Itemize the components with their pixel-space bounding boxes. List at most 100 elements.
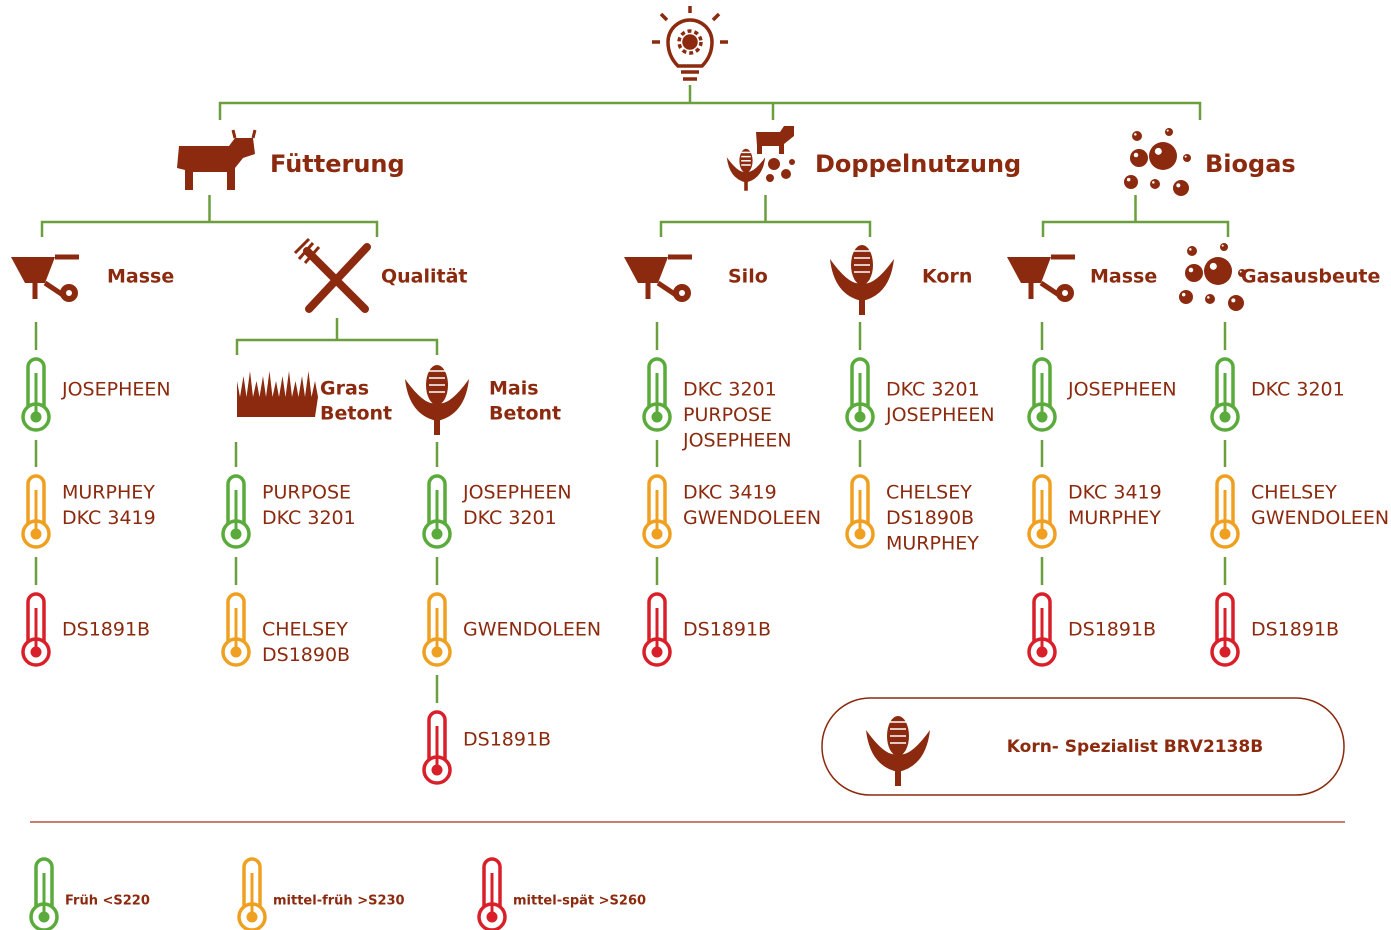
icon <box>1124 128 1191 196</box>
shape <box>1007 257 1051 283</box>
shape <box>1165 128 1173 136</box>
mercury <box>652 647 663 658</box>
icon <box>1007 257 1075 302</box>
shape <box>1176 183 1180 187</box>
mercury <box>31 412 42 423</box>
thermometer <box>223 476 249 547</box>
shape <box>1231 298 1235 302</box>
entry: JOSEPHEEN <box>1067 379 1177 401</box>
entry: DKC 3201 <box>683 379 777 401</box>
shape <box>766 174 774 182</box>
shape <box>1182 293 1186 297</box>
mercury <box>1220 412 1231 423</box>
shape <box>781 169 791 179</box>
diagram: Korn- Spezialist BRV2138B Fütterung Masse… <box>0 0 1391 930</box>
shape <box>1183 154 1191 162</box>
shape <box>1132 131 1142 141</box>
shape <box>1220 243 1228 251</box>
mercury <box>247 912 258 923</box>
thermometer <box>424 594 450 665</box>
sub-label: Betont <box>320 403 392 425</box>
shape <box>679 290 685 296</box>
entry: DS1891B <box>683 619 771 641</box>
shape <box>233 130 255 138</box>
shape <box>307 247 367 309</box>
entry: CHELSEY <box>886 482 972 504</box>
shape <box>177 138 255 190</box>
mercury <box>231 529 242 540</box>
sub-label: Masse <box>107 266 174 288</box>
entry: CHELSEY <box>262 619 348 641</box>
connector <box>237 340 437 355</box>
mercury <box>432 529 443 540</box>
shape <box>1062 290 1068 296</box>
shape <box>237 371 318 417</box>
sub-label: Gras <box>320 378 369 400</box>
thermometer <box>1029 359 1055 430</box>
entry: MURPHEY <box>1068 507 1161 529</box>
special-label: Korn- Spezialist BRV2138B <box>1007 737 1263 757</box>
entry: DKC 3201 <box>262 507 356 529</box>
thermometer <box>23 476 49 547</box>
shape <box>1187 246 1197 256</box>
entry: CHELSEY <box>1251 482 1337 504</box>
legend-label: Früh <S220 <box>65 894 150 909</box>
entry: DS1891B <box>1068 619 1156 641</box>
entry: MURPHEY <box>62 482 155 504</box>
shape <box>1152 181 1155 184</box>
entry: DKC 3419 <box>1068 482 1162 504</box>
sub-label: Betont <box>489 403 561 425</box>
shape <box>1205 294 1215 304</box>
entry: DKC 3419 <box>62 507 156 529</box>
entry: DKC 3201 <box>886 379 980 401</box>
shape <box>1149 142 1177 170</box>
entry: JOSEPHEEN <box>682 430 792 452</box>
thermometer <box>847 359 873 430</box>
mercury <box>1037 529 1048 540</box>
mercury <box>855 412 866 423</box>
thermometer <box>23 359 49 430</box>
entry: DS1891B <box>463 729 551 751</box>
tree-lines <box>220 85 1200 120</box>
mercury <box>652 412 663 423</box>
entry: GWENDOLEEN <box>463 619 601 641</box>
thermometer <box>223 594 249 665</box>
sub-label: Mais <box>489 378 539 400</box>
shape <box>768 158 780 170</box>
category-label: Biogas <box>1205 150 1296 178</box>
mercury <box>31 529 42 540</box>
shape <box>1134 153 1139 158</box>
icon <box>830 245 894 315</box>
entry: DS1891B <box>62 619 150 641</box>
sub-label: Korn <box>922 266 972 288</box>
thermometer <box>644 476 670 547</box>
thermometer <box>424 712 450 783</box>
entry: GWENDOLEEN <box>1251 507 1389 529</box>
entry: JOSEPHEEN <box>462 482 572 504</box>
sub-label: Silo <box>728 266 768 288</box>
icon <box>727 126 795 191</box>
shape <box>1189 248 1192 251</box>
shape <box>1173 180 1189 196</box>
entry: DKC 3201 <box>463 507 557 529</box>
mercury <box>432 647 443 658</box>
mercury <box>1037 412 1048 423</box>
thermometer <box>1029 476 1055 547</box>
thermometer <box>424 476 450 547</box>
category-label: Fütterung <box>270 150 405 178</box>
mercury <box>39 912 50 923</box>
mercury <box>487 912 498 923</box>
shape <box>1240 271 1242 273</box>
icon <box>237 371 318 417</box>
bulb-icon <box>652 6 728 79</box>
legend-thermometer <box>239 859 265 930</box>
shape <box>1189 268 1194 273</box>
entry: DS1890B <box>886 507 974 529</box>
shape <box>1124 175 1138 189</box>
entry: PURPOSE <box>683 404 772 426</box>
icon <box>177 130 255 190</box>
entry: MURPHEY <box>886 533 979 555</box>
shape <box>1150 179 1160 189</box>
thermometer <box>1212 476 1238 547</box>
mercury <box>855 529 866 540</box>
